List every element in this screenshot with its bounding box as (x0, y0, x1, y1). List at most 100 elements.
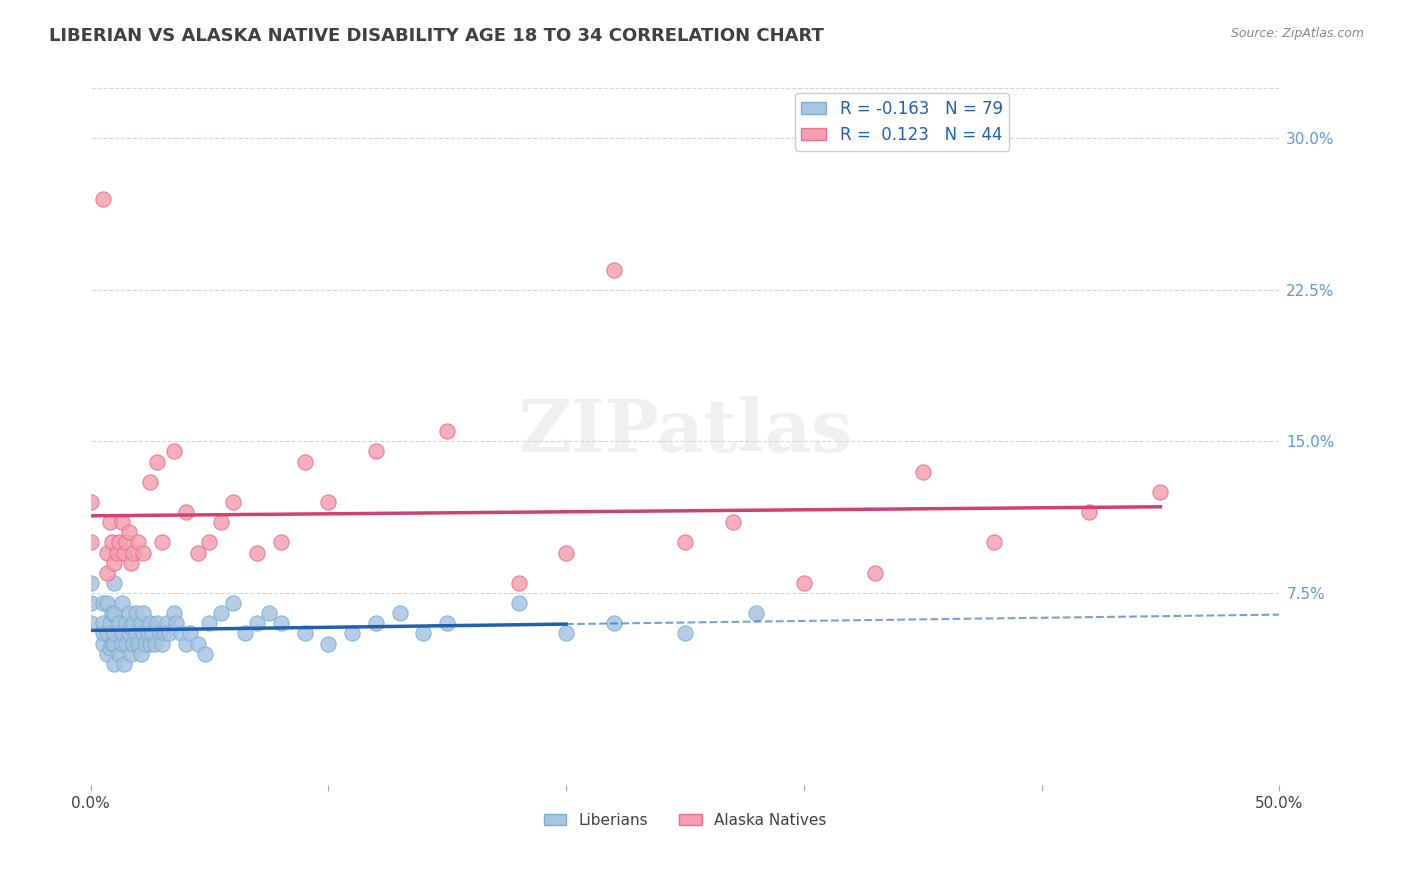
Point (105, 545, 128, 559)
Point (115, 535, 138, 549)
Point (602, 262, 624, 277)
Point (157, 626, 180, 640)
Point (198, 535, 221, 549)
Point (132, 545, 155, 559)
Point (101, 535, 124, 549)
Point (153, 626, 176, 640)
Point (294, 626, 316, 640)
Point (96, 647, 118, 661)
Point (112, 545, 135, 559)
Point (112, 657, 135, 671)
Point (103, 606, 125, 620)
Point (294, 454, 316, 468)
Point (120, 620, 142, 634)
Point (270, 535, 292, 549)
Point (318, 495, 340, 509)
Point (129, 616, 152, 631)
Point (412, 626, 434, 640)
Point (187, 545, 209, 559)
Point (118, 525, 141, 540)
Point (222, 596, 245, 610)
Point (79, 596, 101, 610)
Point (318, 636, 340, 650)
Point (745, 606, 768, 620)
Point (108, 535, 131, 549)
Point (150, 535, 173, 549)
Point (388, 606, 411, 620)
Point (108, 647, 131, 661)
Point (91, 636, 114, 650)
Point (246, 616, 269, 631)
Point (79, 535, 101, 549)
Point (96, 545, 118, 559)
Point (129, 647, 152, 661)
Point (1149, 484, 1171, 499)
Text: Source: ZipAtlas.com: Source: ZipAtlas.com (1230, 27, 1364, 40)
Point (118, 626, 141, 640)
Point (103, 626, 125, 640)
Point (125, 606, 148, 620)
Point (96, 626, 118, 640)
Point (508, 596, 530, 610)
Point (96, 566, 118, 580)
Point (122, 636, 145, 650)
Point (174, 505, 197, 519)
Point (110, 626, 132, 640)
Point (555, 545, 578, 559)
Point (91, 626, 114, 640)
Point (98, 515, 121, 529)
Point (146, 454, 169, 468)
Point (364, 616, 387, 631)
Point (118, 606, 141, 620)
Point (436, 616, 458, 631)
Point (127, 535, 149, 549)
Text: ZIPatlas: ZIPatlas (517, 396, 852, 467)
Point (136, 626, 159, 640)
Point (170, 626, 193, 640)
Point (555, 626, 578, 640)
Point (103, 657, 125, 671)
Point (91, 596, 114, 610)
Point (222, 495, 245, 509)
Point (163, 606, 186, 620)
Point (508, 575, 530, 590)
Point (101, 606, 124, 620)
Point (863, 566, 886, 580)
Point (148, 626, 170, 640)
Point (1078, 505, 1101, 519)
Point (165, 616, 187, 631)
Point (103, 575, 125, 590)
Point (673, 626, 696, 640)
Point (132, 626, 155, 640)
Point (101, 636, 124, 650)
Point (139, 636, 162, 650)
Point (721, 515, 744, 529)
Point (156, 616, 179, 631)
Point (103, 556, 125, 570)
Point (150, 636, 173, 650)
Point (125, 626, 148, 640)
Point (270, 616, 292, 631)
Point (139, 616, 162, 631)
Point (364, 444, 387, 458)
Point (134, 636, 156, 650)
Point (436, 424, 458, 438)
Point (79, 495, 101, 509)
Point (115, 616, 138, 631)
Point (115, 636, 138, 650)
Point (98, 640, 121, 655)
Point (108, 616, 131, 631)
Point (209, 606, 232, 620)
Point (673, 535, 696, 549)
Point (257, 606, 280, 620)
Point (120, 647, 142, 661)
Point (103, 636, 125, 650)
Point (91, 616, 114, 631)
Point (122, 616, 145, 631)
Point (110, 515, 132, 529)
Point (209, 515, 232, 529)
Point (98, 616, 121, 631)
Point (79, 575, 101, 590)
Point (187, 636, 209, 650)
Point (143, 636, 166, 650)
